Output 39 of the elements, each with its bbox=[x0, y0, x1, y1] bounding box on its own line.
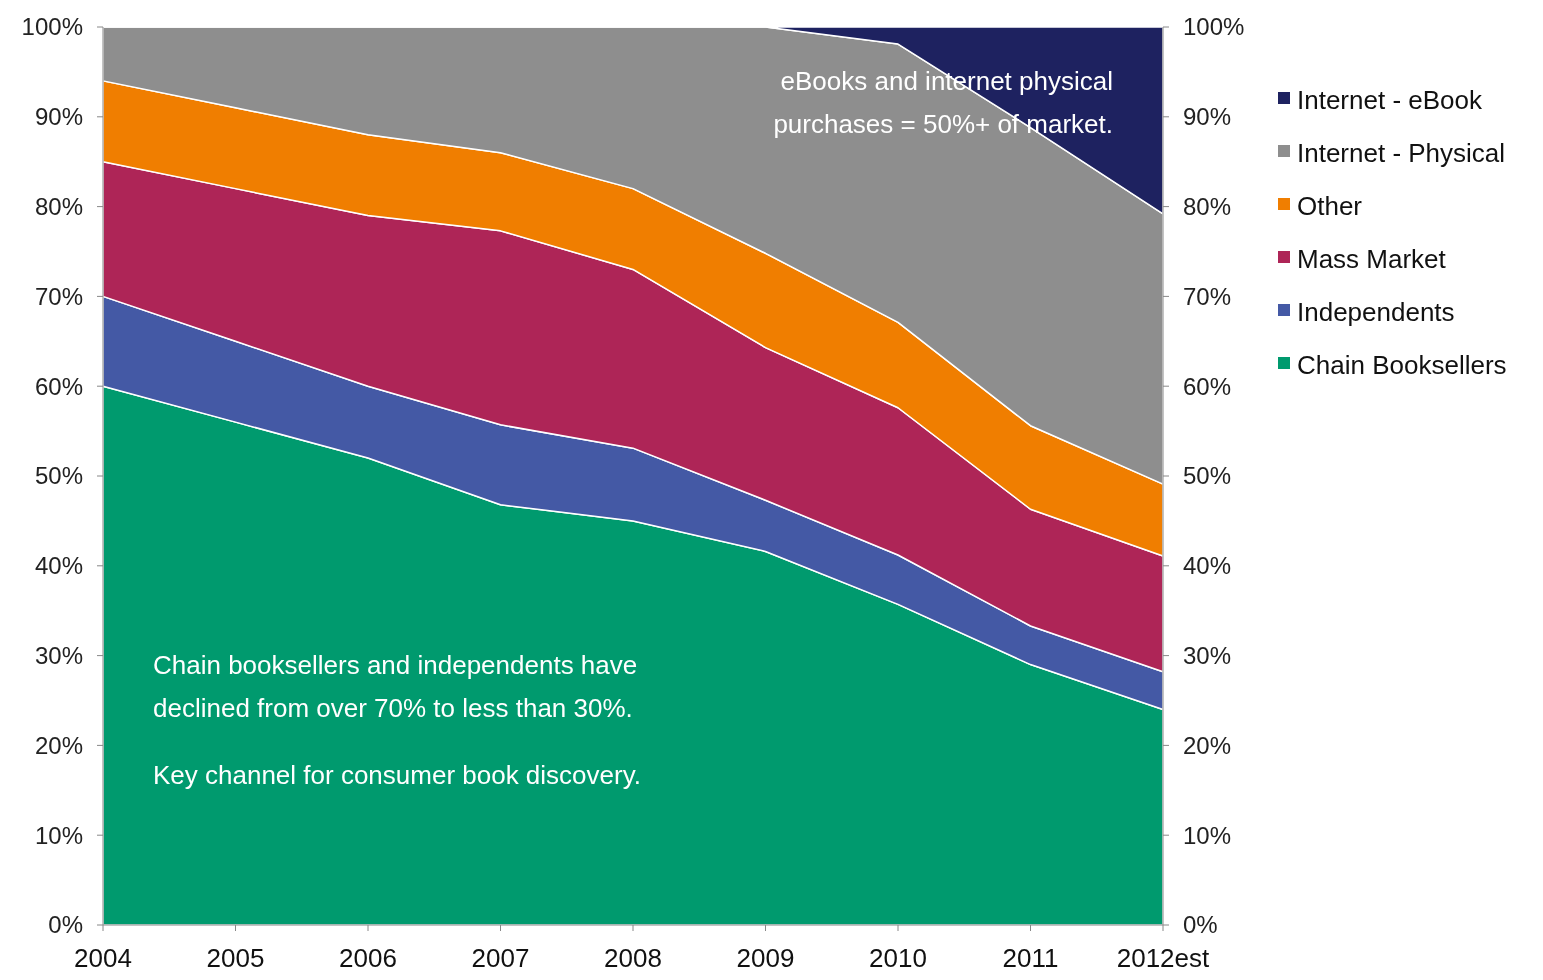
y2-tick-label: 30% bbox=[1183, 642, 1232, 669]
y2-tick-label: 20% bbox=[1183, 731, 1232, 759]
y-tick-label: 70% bbox=[34, 282, 83, 310]
y2-tick-label: 40% bbox=[1183, 552, 1232, 580]
y2-tick-label: 10% bbox=[1183, 821, 1232, 849]
y2-tick-label: 50% bbox=[1183, 462, 1232, 490]
y2-tick-label: 100% bbox=[1183, 13, 1245, 41]
legend-label: Internet - Physical bbox=[1297, 138, 1506, 169]
y-tick-label: 40% bbox=[34, 552, 83, 580]
x-tick-label: 2010 bbox=[869, 943, 927, 973]
y2-tick-label: 90% bbox=[1183, 103, 1232, 131]
y2-tick-label: 80% bbox=[1183, 193, 1232, 220]
x-tick-label: 2011 bbox=[1002, 943, 1059, 973]
x-tick-label: 2012est bbox=[1116, 943, 1211, 973]
x-tick-label: 2009 bbox=[736, 943, 795, 973]
y-tick-label: 60% bbox=[34, 372, 83, 400]
y-tick-label: 0% bbox=[48, 911, 83, 939]
x-tick-label: 2008 bbox=[604, 943, 662, 973]
legend-label: Other bbox=[1297, 191, 1363, 222]
y-tick-label: 90% bbox=[34, 103, 83, 131]
x-tick-label: 2006 bbox=[339, 943, 397, 973]
y-tick-label: 30% bbox=[34, 642, 83, 669]
y2-tick-label: 0% bbox=[1183, 911, 1218, 939]
annotation: Chain booksellers and independents have declined from over 70% to less than 30%. bbox=[153, 650, 638, 723]
annotation: Key channel for consumer book discovery. bbox=[153, 760, 641, 790]
x-tick-label: 2007 bbox=[471, 943, 530, 973]
y-tick-label: 50% bbox=[34, 462, 83, 490]
y-tick-label: 10% bbox=[34, 821, 83, 849]
legend-label: Internet - eBook bbox=[1297, 85, 1483, 116]
y-tick-label: 100% bbox=[21, 13, 83, 41]
y2-tick-label: 60% bbox=[1183, 372, 1232, 400]
text: Chain Booksellers bbox=[1297, 350, 1507, 381]
legend-label: Mass Market bbox=[1297, 244, 1447, 275]
x-tick-label: 2005 bbox=[206, 943, 265, 973]
legend-label: Independents bbox=[1297, 297, 1455, 328]
x-tick-label: 2004 bbox=[74, 943, 132, 973]
y2-tick-label: 70% bbox=[1183, 282, 1232, 310]
y-tick-label: 20% bbox=[34, 731, 83, 759]
y-tick-label: 80% bbox=[34, 193, 83, 220]
